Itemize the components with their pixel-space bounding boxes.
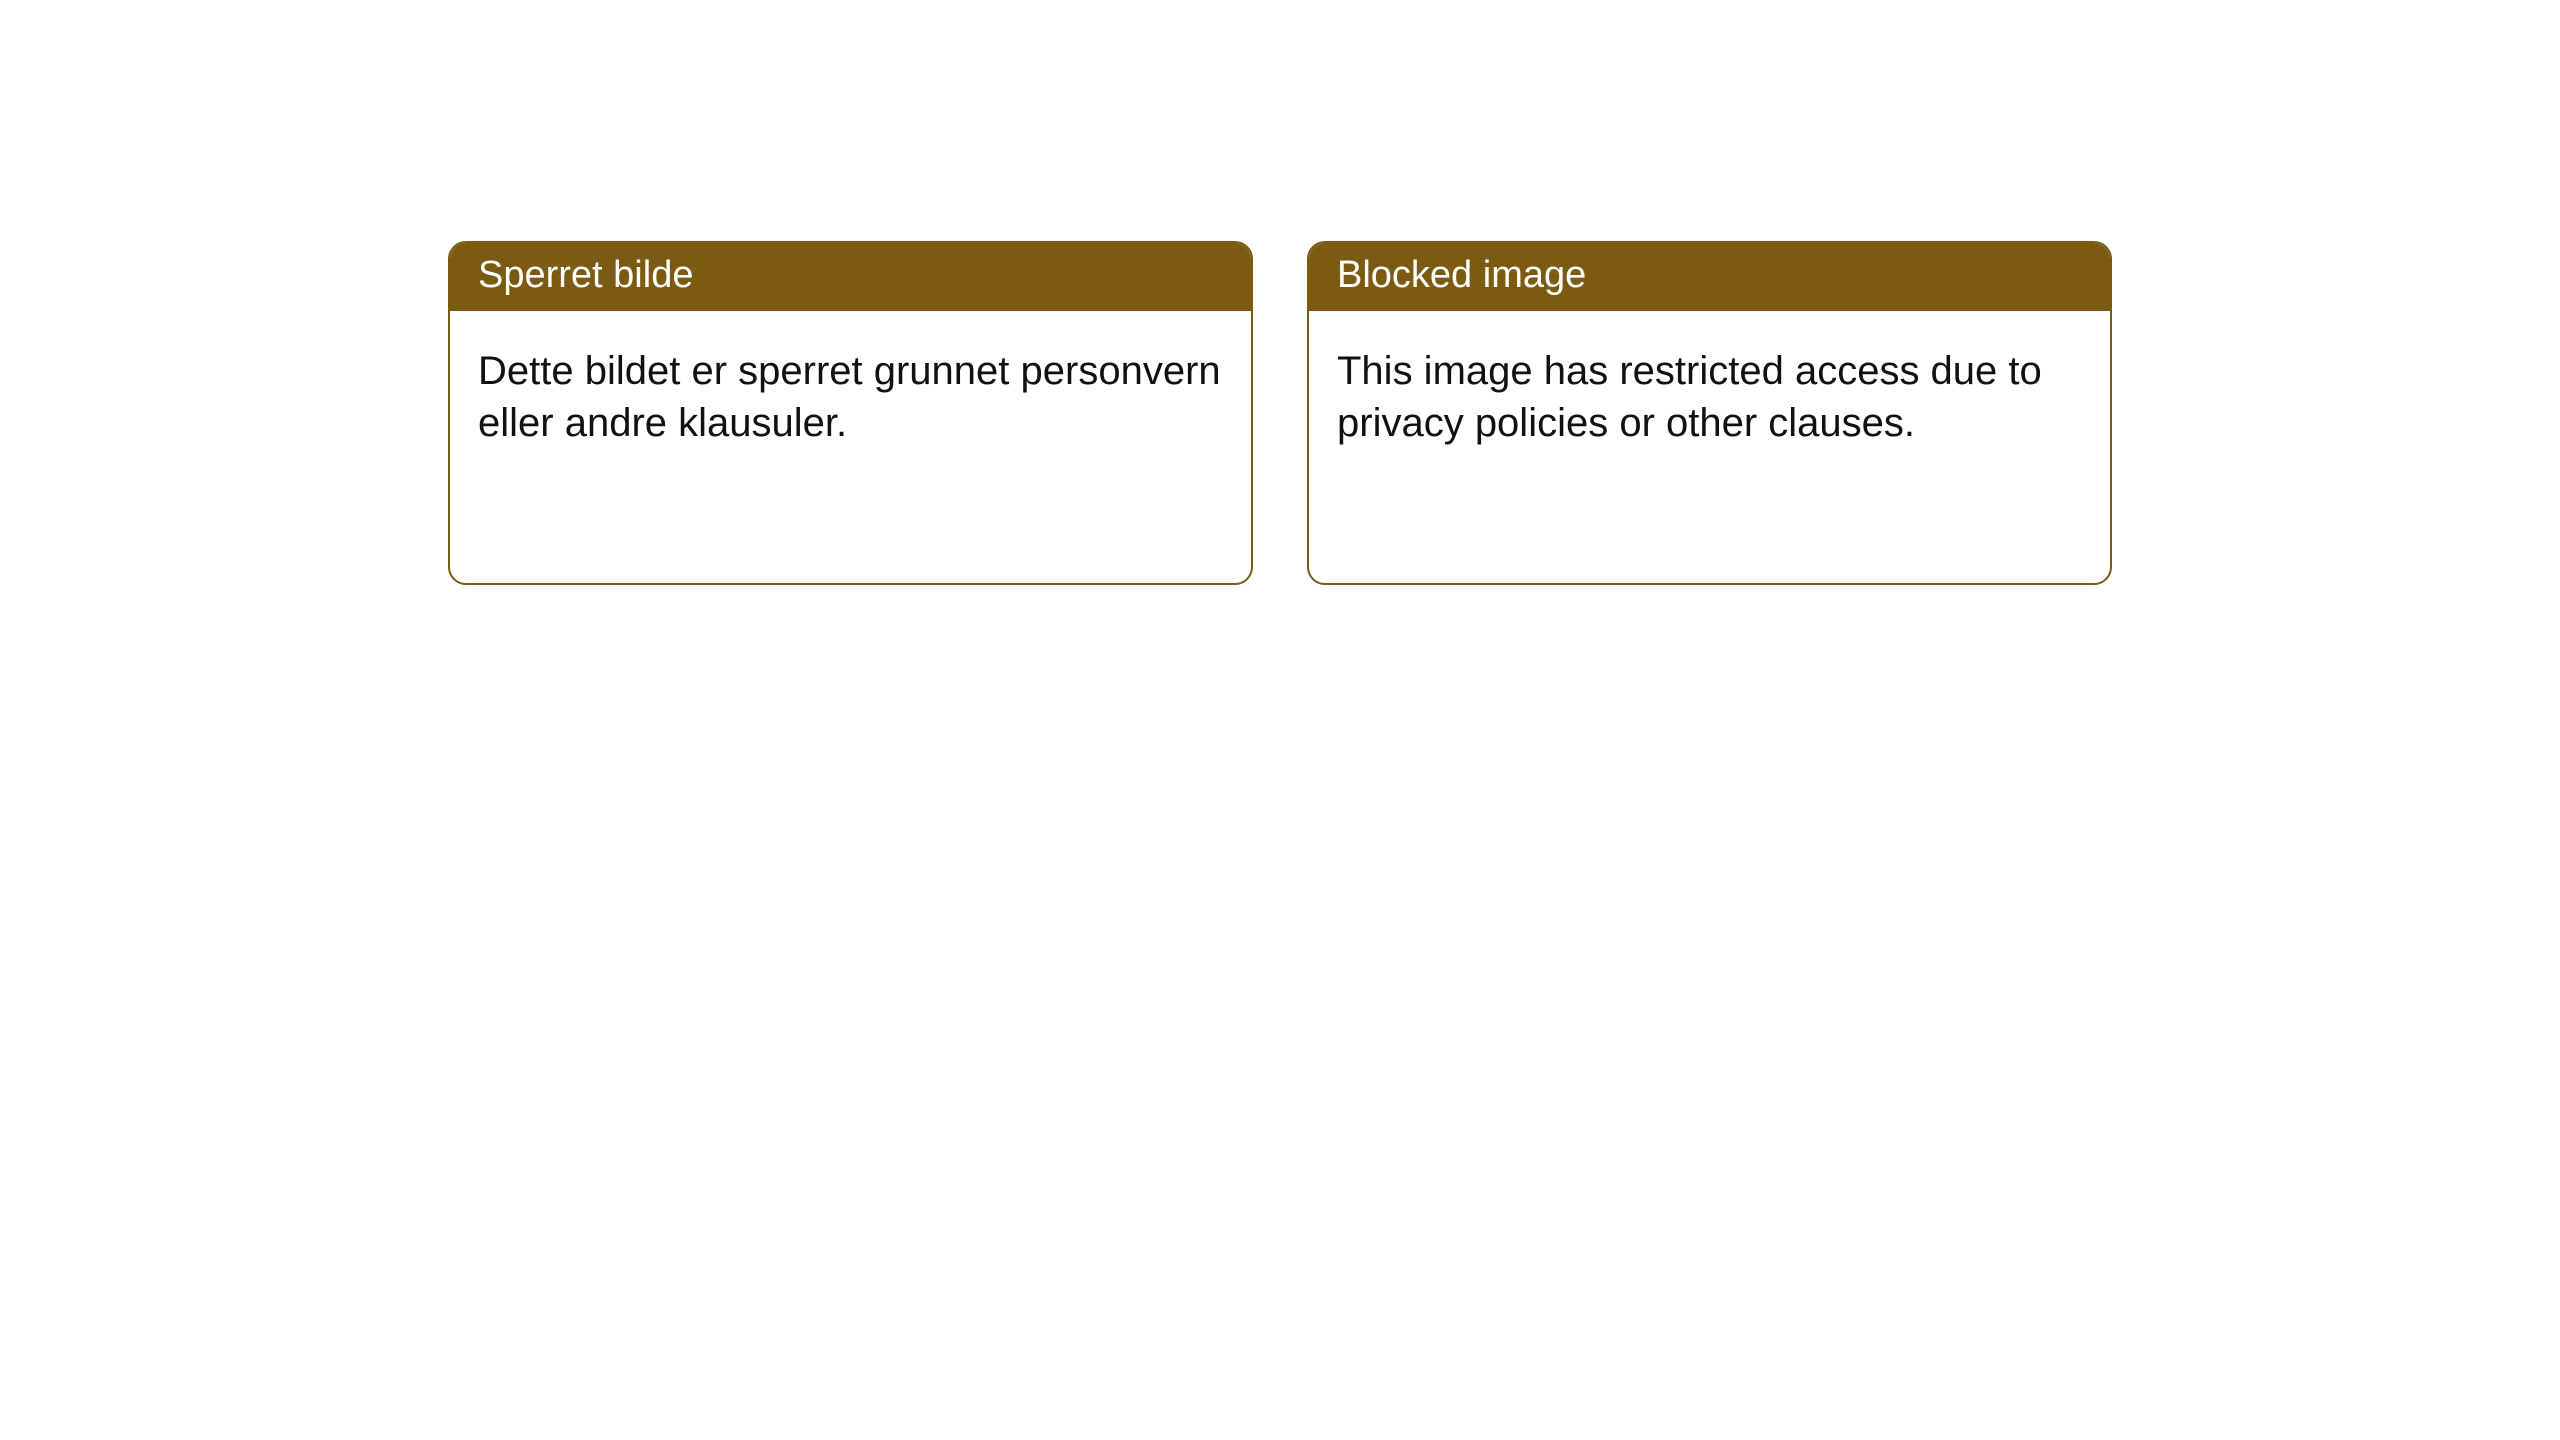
notice-container: Sperret bilde Dette bildet er sperret gr… [0, 0, 2560, 585]
notice-title-norwegian: Sperret bilde [450, 243, 1251, 311]
notice-card-norwegian: Sperret bilde Dette bildet er sperret gr… [448, 241, 1253, 585]
notice-title-english: Blocked image [1309, 243, 2110, 311]
notice-body-english: This image has restricted access due to … [1309, 311, 2110, 583]
notice-card-english: Blocked image This image has restricted … [1307, 241, 2112, 585]
notice-body-norwegian: Dette bildet er sperret grunnet personve… [450, 311, 1251, 583]
